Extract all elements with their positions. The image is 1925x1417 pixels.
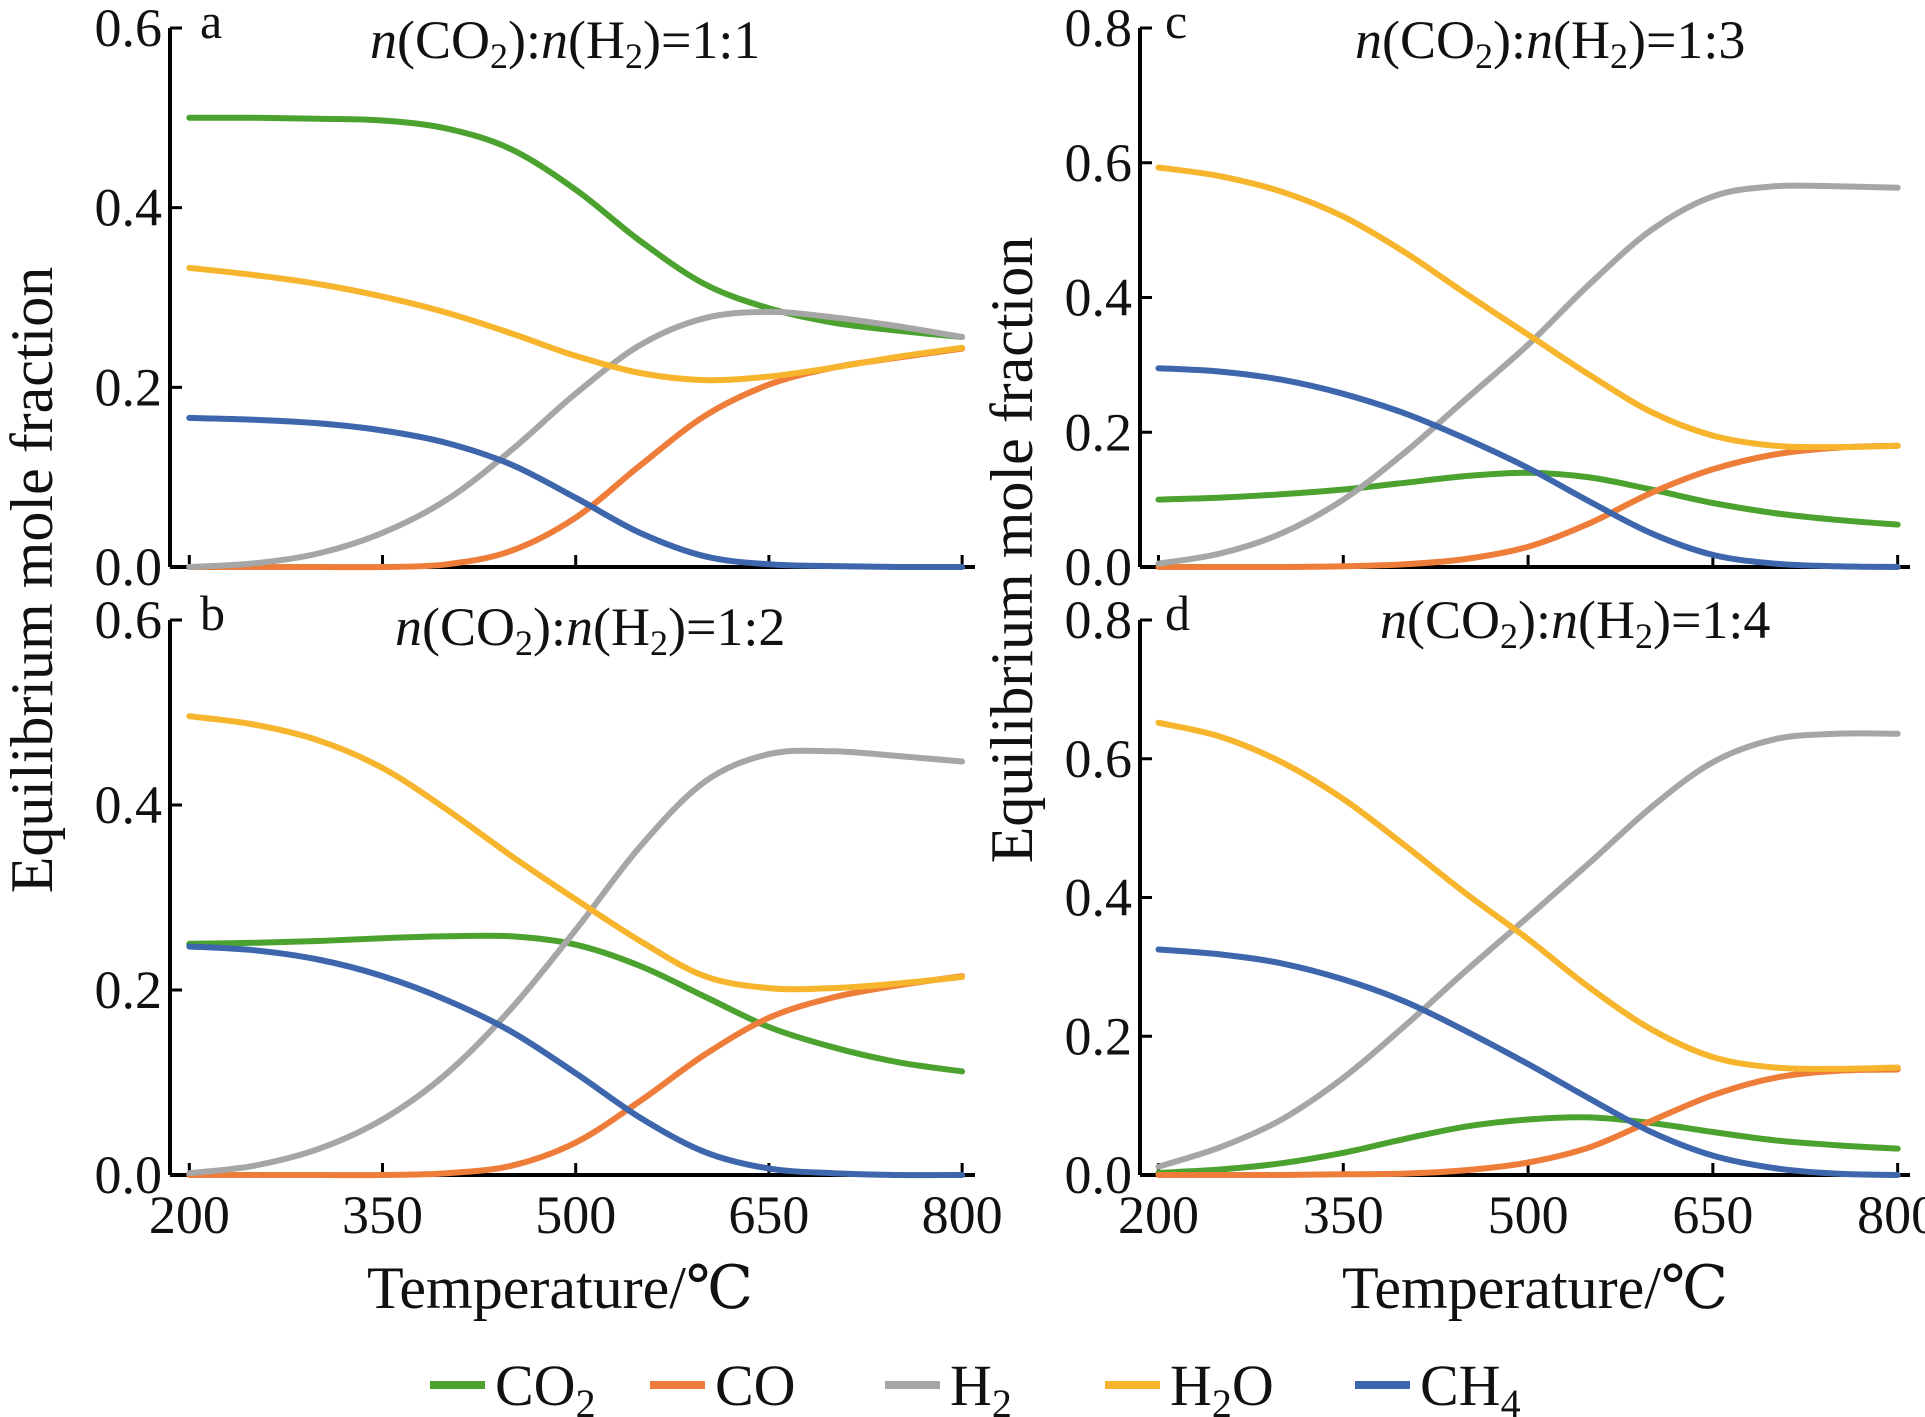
x-tick-label: 800 bbox=[1857, 1185, 1925, 1245]
panel-label: a bbox=[200, 0, 222, 49]
x-tick-label: 500 bbox=[535, 1185, 616, 1245]
y-tick-label: 0.6 bbox=[1065, 729, 1133, 789]
series-line-ch4 bbox=[186, 414, 966, 571]
series-line-h2o bbox=[1155, 164, 1901, 451]
x-tick-label: 650 bbox=[1672, 1185, 1753, 1245]
series-line-ch4 bbox=[1155, 946, 1901, 1178]
y-tick-label: 0.2 bbox=[95, 960, 163, 1020]
panel-d: d n(CO2):n(H2)=1:4 0.0 0.2 0.4 0.6 0.8 200 350… bbox=[1065, 585, 1925, 1245]
x-tick-label: 500 bbox=[1488, 1185, 1569, 1245]
y-tick-label: 0.4 bbox=[1065, 268, 1133, 328]
legend-label-h2o: H2O bbox=[1170, 1353, 1274, 1417]
series-line-co2 bbox=[1155, 469, 1901, 528]
panel-b: b n(CO2):n(H2)=1:2 0.0 0.2 0.4 0.6 200 350 500… bbox=[95, 585, 1003, 1245]
panel-label: b bbox=[200, 585, 225, 641]
y-tick-label: 0.4 bbox=[1065, 868, 1133, 928]
panel-label: c bbox=[1165, 0, 1187, 49]
y-tick-label: 0.2 bbox=[1065, 402, 1133, 462]
y-tick-label: 0.8 bbox=[1065, 590, 1133, 650]
legend: CO2 CO H2 H2O CH4 bbox=[430, 1353, 1521, 1417]
y-tick-label: 0.4 bbox=[95, 775, 163, 835]
y-tick-label: 0.0 bbox=[95, 537, 163, 597]
series-line-co bbox=[1155, 1066, 1901, 1179]
series-line-h2 bbox=[186, 308, 966, 570]
series-line-h2o bbox=[186, 713, 966, 993]
x-tick-label: 200 bbox=[149, 1185, 230, 1245]
legend-label-co: CO bbox=[715, 1353, 796, 1417]
panel-ratio-title: n(CO2):n(H2)=1:2 bbox=[395, 597, 785, 663]
y-tick-label: 0.0 bbox=[95, 1145, 163, 1205]
x-axis-title-right: Temperature/℃ bbox=[1342, 1255, 1728, 1321]
series-line-ch4 bbox=[186, 943, 966, 1179]
y-tick-label: 0.8 bbox=[1065, 0, 1133, 58]
panel-c: c n(CO2):n(H2)=1:3 0.0 0.2 0.4 0.6 0.8 bbox=[1065, 0, 1910, 597]
legend-label-co2: CO2 bbox=[495, 1353, 596, 1417]
x-tick-label: 650 bbox=[728, 1185, 809, 1245]
panel-ratio-title: n(CO2):n(H2)=1:4 bbox=[1380, 590, 1770, 656]
x-tick-label: 350 bbox=[342, 1185, 423, 1245]
series-line-h2o bbox=[186, 264, 966, 384]
y-tick-label: 0.0 bbox=[1065, 537, 1133, 597]
series-line-co2 bbox=[186, 114, 966, 340]
x-tick-label: 800 bbox=[922, 1185, 1003, 1245]
panel-label: d bbox=[1165, 585, 1190, 641]
series-line-co2 bbox=[186, 932, 966, 1075]
y-tick-label: 0.2 bbox=[95, 357, 163, 417]
series-line-h2 bbox=[186, 747, 966, 1177]
series-line-co bbox=[186, 345, 966, 571]
legend-label-ch4: CH4 bbox=[1420, 1353, 1521, 1417]
y-tick-label: 0.4 bbox=[95, 178, 163, 238]
y-tick-label: 0.2 bbox=[1065, 1006, 1133, 1066]
y-tick-label: 0.0 bbox=[1065, 1145, 1133, 1205]
x-axis-title-left: Temperature/℃ bbox=[367, 1255, 753, 1321]
panel-ratio-title: n(CO2):n(H2)=1:1 bbox=[370, 10, 760, 76]
series-line-co bbox=[186, 973, 966, 1179]
panel-a: a n(CO2):n(H2)=1:1 0.0 0.2 0.4 0.6 bbox=[95, 0, 975, 597]
x-tick-label: 350 bbox=[1303, 1185, 1384, 1245]
series-line-co2 bbox=[1155, 1114, 1901, 1176]
series-line-h2 bbox=[1155, 730, 1901, 1170]
series-line-h2 bbox=[1155, 182, 1901, 567]
y-axis-title-right: Equilibrium mole fraction bbox=[979, 237, 1045, 864]
y-tick-label: 0.6 bbox=[95, 0, 163, 58]
y-tick-label: 0.6 bbox=[95, 590, 163, 650]
series-line-h2o bbox=[1155, 719, 1901, 1072]
y-tick-label: 0.6 bbox=[1065, 133, 1133, 193]
legend-label-h2: H2 bbox=[950, 1353, 1012, 1417]
panel-ratio-title: n(CO2):n(H2)=1:3 bbox=[1355, 10, 1745, 76]
y-axis-title-left: Equilibrium mole fraction bbox=[0, 267, 65, 894]
series-line-ch4 bbox=[1155, 365, 1901, 570]
series-line-co bbox=[1155, 442, 1901, 571]
x-tick-label: 200 bbox=[1118, 1185, 1199, 1245]
